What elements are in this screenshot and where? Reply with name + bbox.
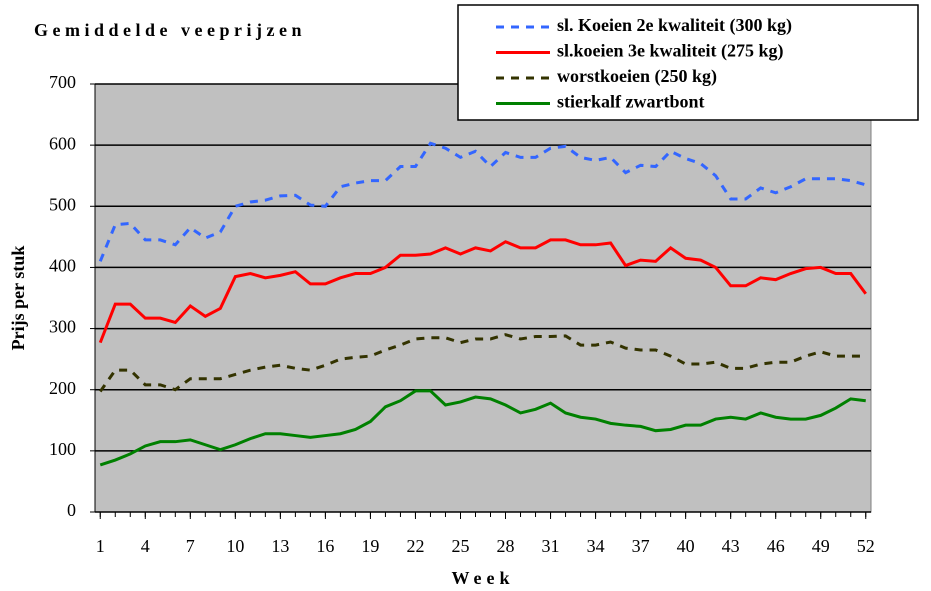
y-axis-label: Prijs per stuk bbox=[8, 246, 28, 351]
x-tick-label: 13 bbox=[271, 536, 289, 556]
x-tick-label: 28 bbox=[497, 536, 515, 556]
x-tick-label: 7 bbox=[186, 536, 195, 556]
legend-label: worstkoeien (250 kg) bbox=[557, 66, 717, 87]
x-tick-label: 19 bbox=[361, 536, 379, 556]
series-line bbox=[99, 389, 866, 467]
series-line bbox=[98, 141, 867, 262]
y-tick-label: 700 bbox=[49, 72, 76, 92]
chart-title: Gemiddelde veeprijzen bbox=[34, 20, 306, 40]
x-tick-label: 4 bbox=[141, 536, 150, 556]
y-tick-label: 0 bbox=[67, 500, 76, 520]
legend-label: stierkalf zwartbont bbox=[557, 92, 704, 112]
legend-label: sl.koeien 3e kwaliteit (275 kg) bbox=[557, 41, 784, 62]
x-tick-label: 49 bbox=[812, 536, 830, 556]
y-tick-label: 400 bbox=[49, 256, 76, 276]
x-tick-label: 40 bbox=[677, 536, 695, 556]
series-line bbox=[99, 333, 866, 393]
x-tick-label: 1 bbox=[96, 536, 105, 556]
legend-label: sl. Koeien 2e kwaliteit (300 kg) bbox=[557, 15, 792, 36]
x-tick-label: 22 bbox=[406, 536, 424, 556]
x-axis-label: Week bbox=[452, 568, 515, 588]
series-line bbox=[98, 238, 867, 344]
x-tick-label: 34 bbox=[587, 536, 605, 556]
x-tick-label: 37 bbox=[632, 536, 650, 556]
y-tick-label: 200 bbox=[49, 378, 76, 398]
y-tick-label: 100 bbox=[49, 439, 76, 459]
x-tick-label: 16 bbox=[316, 536, 334, 556]
x-tick-label: 43 bbox=[722, 536, 740, 556]
x-tick-label: 10 bbox=[226, 536, 244, 556]
y-tick-label: 300 bbox=[49, 317, 76, 337]
x-tick-label: 46 bbox=[767, 536, 785, 556]
x-tick-label: 31 bbox=[542, 536, 560, 556]
x-tick-label: 25 bbox=[451, 536, 469, 556]
y-tick-label: 500 bbox=[49, 194, 76, 214]
y-tick-label: 600 bbox=[49, 133, 76, 153]
legend-box bbox=[457, 4, 919, 121]
x-tick-label: 52 bbox=[857, 536, 875, 556]
